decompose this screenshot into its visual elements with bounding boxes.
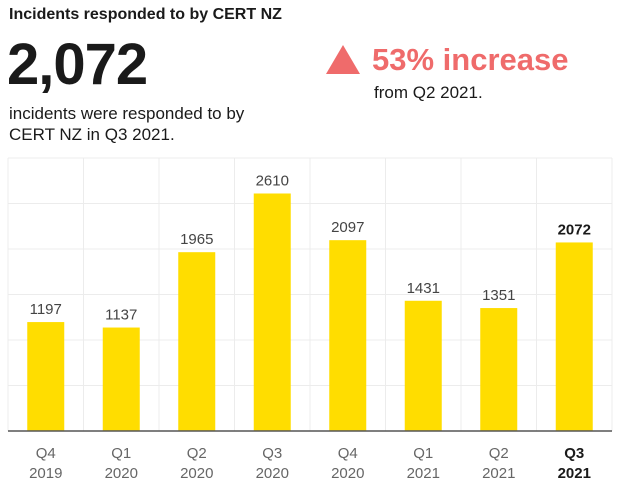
increase-subtitle: from Q2 2021. [374,83,483,102]
x-tick-label-year: 2020 [180,465,213,482]
data-label: 1431 [407,280,440,297]
x-tick-label-quarter: Q1 [111,445,131,462]
x-tick-label-year: 2021 [482,465,515,482]
bar [329,240,367,431]
x-tick-label-quarter: Q4 [36,445,56,462]
data-label: 1137 [105,307,137,324]
x-tick-label-year: 2020 [256,465,289,482]
big-number-caption: incidents were responded to by CERT NZ i… [9,104,245,144]
bar [404,300,442,431]
up-triangle-icon [326,45,360,74]
chart-title: Incidents responded to by CERT NZ [9,6,282,23]
big-number: 2,072 [7,32,148,97]
x-tick-label-quarter: Q2 [187,445,207,462]
x-tick-label-quarter: Q3 [564,445,584,462]
x-tick-label-year: 2020 [105,465,138,482]
x-tick-label-year: 2021 [558,465,591,482]
x-tick-label-quarter: Q2 [489,445,509,462]
increase-indicator: 53% increase [326,44,568,75]
x-tick-label-year: 2019 [29,465,62,482]
bar [555,242,593,431]
bar [102,327,140,431]
x-tick-label-quarter: Q4 [338,445,358,462]
data-label: 1197 [30,301,62,318]
x-tick-label-year: 2021 [407,465,440,482]
x-tick-label-year: 2020 [331,465,364,482]
data-label: 2072 [558,221,591,238]
bar [178,252,216,431]
bar [27,322,65,431]
data-label: 1965 [180,231,213,248]
increase-label: 53% increase [372,42,569,77]
data-label: 1351 [482,287,515,304]
data-label: 2610 [256,172,289,189]
x-tick-label-quarter: Q3 [262,445,282,462]
data-label: 2097 [331,219,364,236]
x-tick-label-quarter: Q1 [413,445,433,462]
bar [253,193,291,431]
bar [480,308,518,431]
